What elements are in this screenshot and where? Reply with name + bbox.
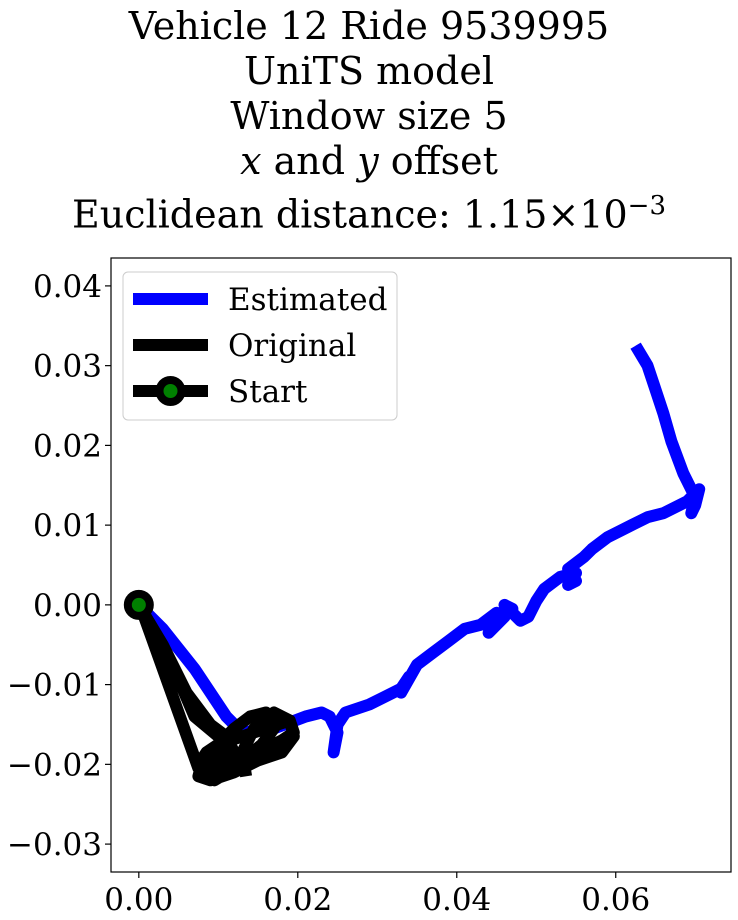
start-legend-label: Start xyxy=(228,374,308,410)
title-and: and xyxy=(261,139,358,183)
start-legend-marker xyxy=(155,376,186,406)
title-times: × xyxy=(547,192,580,237)
x-tick-label: 0.06 xyxy=(581,882,650,918)
y-tick-label: 0.02 xyxy=(33,428,102,464)
estimated-series-line xyxy=(134,342,706,759)
title-line-5: Euclidean distance: 1.15×10−3 xyxy=(0,184,738,238)
title-offset: offset xyxy=(378,139,498,183)
title-base: 10 xyxy=(579,192,628,237)
y-tick-label: −0.01 xyxy=(7,668,102,704)
y-tick-label: 0.01 xyxy=(33,508,102,544)
x-tick-label: 0.02 xyxy=(263,882,332,918)
legend: Estimated Original Start xyxy=(122,271,398,421)
title-distance-value: Euclidean distance: 1.15 xyxy=(72,192,548,237)
title-x-symbol: x xyxy=(240,139,262,183)
y-tick-label: −0.02 xyxy=(7,747,102,783)
plot-frame xyxy=(110,257,732,873)
estimated-legend-label: Estimated xyxy=(228,282,387,318)
y-tick-label: −0.03 xyxy=(7,827,102,863)
y-tick-label: 0.04 xyxy=(33,269,102,305)
title-line-1: Vehicle 12 Ride 9539995 xyxy=(128,4,610,48)
start-marker xyxy=(123,589,154,620)
title-exponent: −3 xyxy=(627,191,666,221)
x-tick-label: 0.04 xyxy=(422,882,491,918)
y-tick-label: 0.03 xyxy=(33,349,102,385)
title-y-symbol: y xyxy=(357,139,379,183)
title-line-3: Window size 5 xyxy=(230,94,508,138)
title-line-2: UniTS model xyxy=(244,49,494,93)
original-series-line xyxy=(133,601,300,787)
series-layer xyxy=(123,342,706,787)
y-tick-label: 0.00 xyxy=(33,588,102,624)
original-legend-label: Original xyxy=(228,328,356,364)
x-tick-label: 0.00 xyxy=(104,882,173,918)
title-line-4: x and y offset xyxy=(0,139,738,184)
chart-title: Vehicle 12 Ride 9539995 UniTS model Wind… xyxy=(0,4,738,238)
legend-box xyxy=(122,271,398,421)
axis-ticks: 0.00 0.02 0.04 0.060.040.030.020.010.00−0.0… xyxy=(7,269,650,918)
